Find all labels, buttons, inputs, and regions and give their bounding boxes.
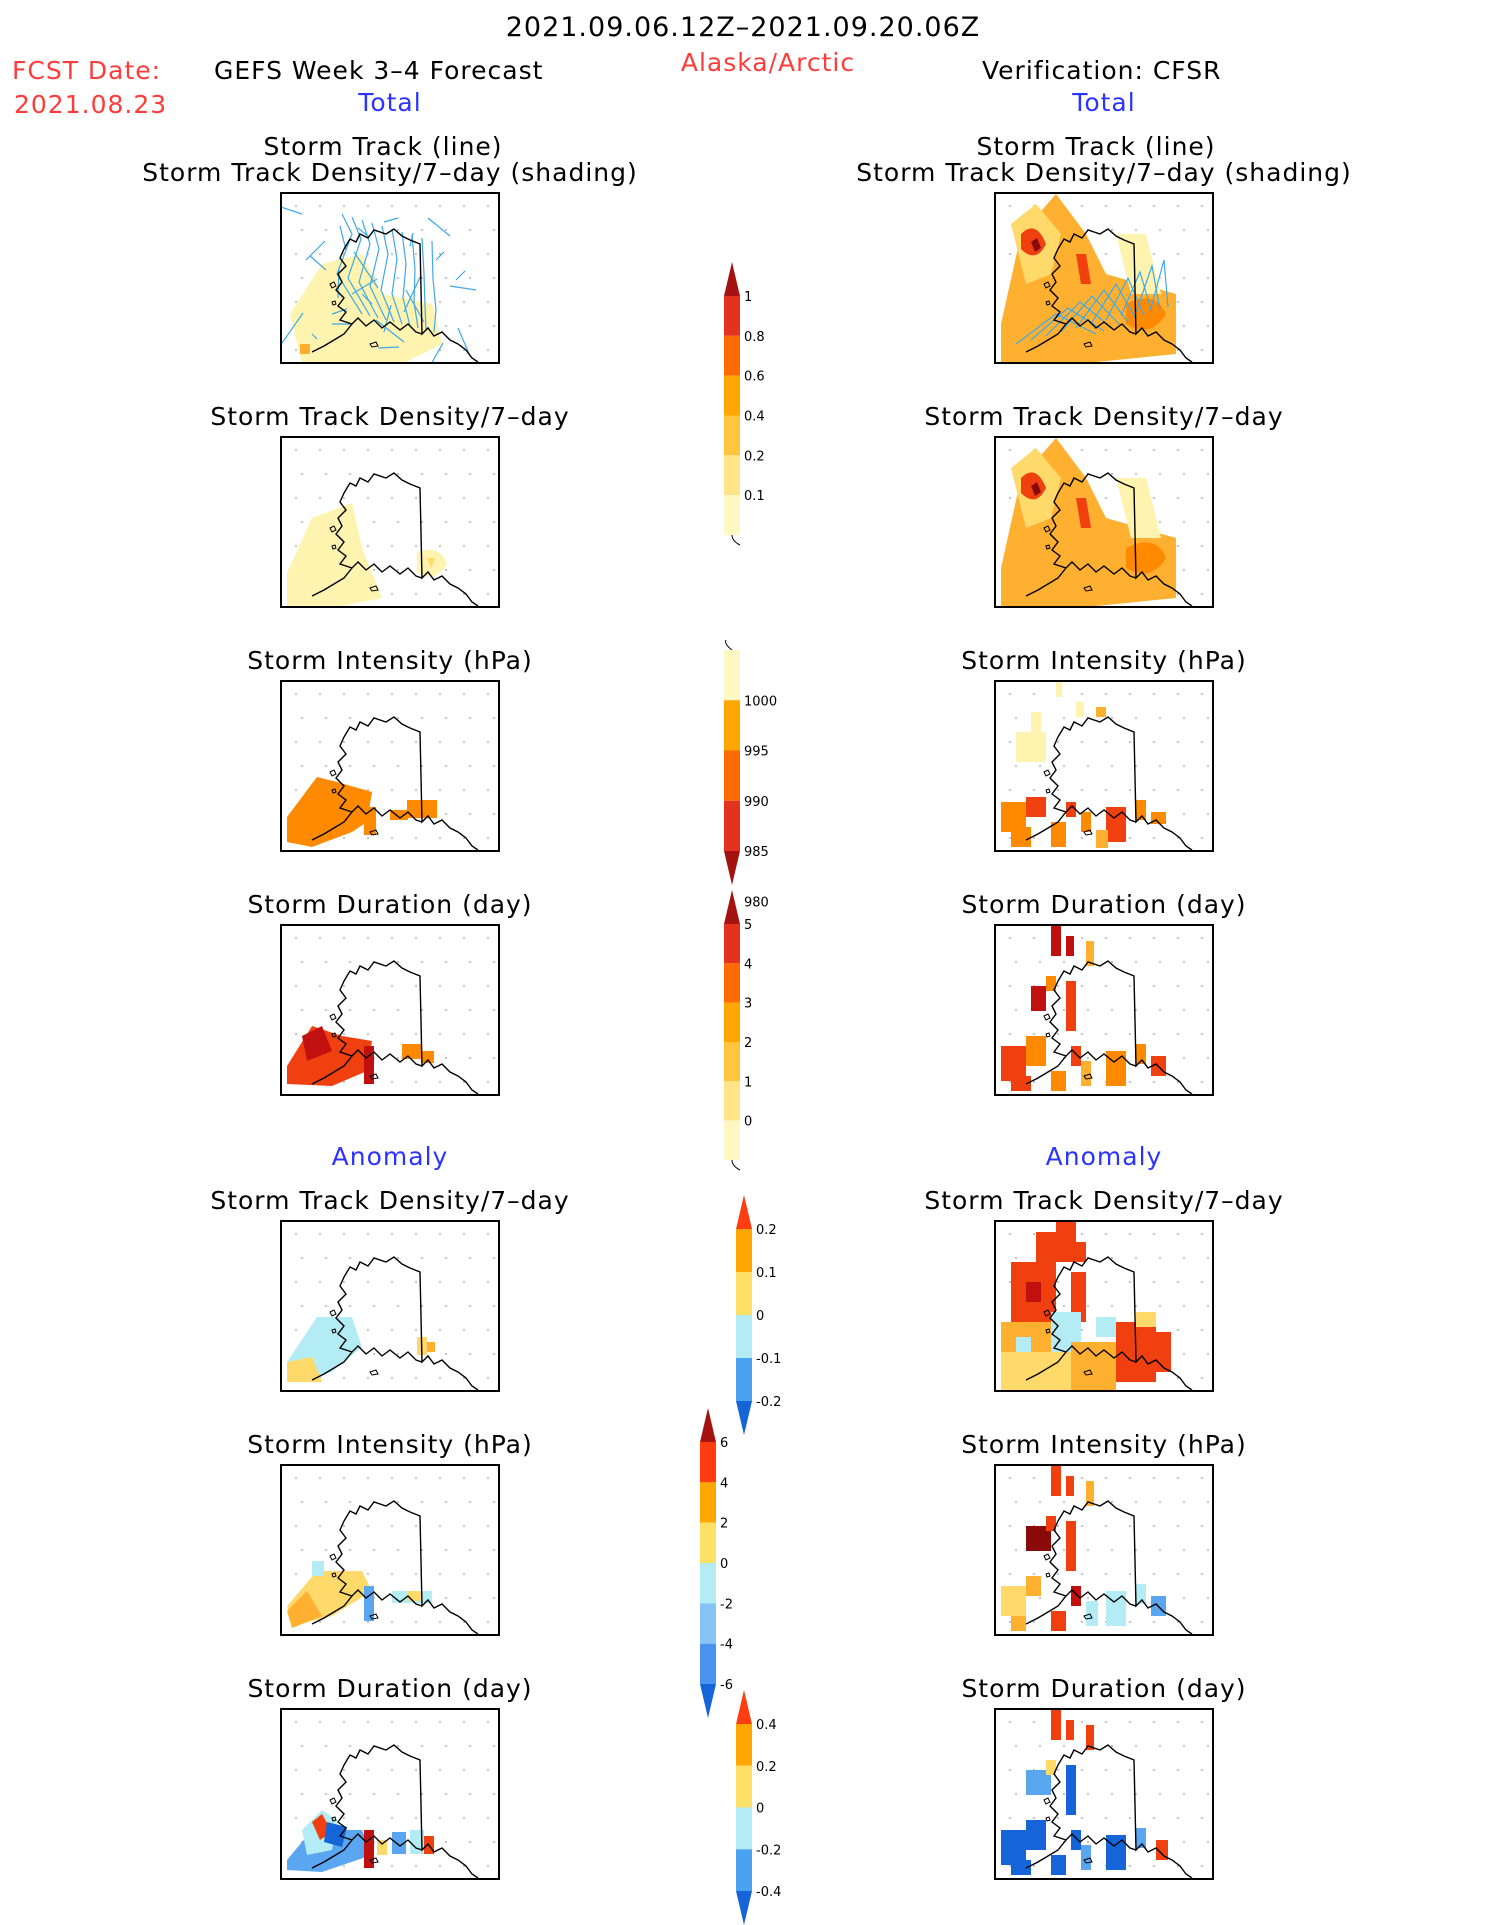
colorbar-duration-total: 5 4 3 2 1 0 (724, 890, 752, 1171)
left-anom-intensity-title: Storm Intensity (hPa) (247, 1430, 533, 1459)
map-left-anom-duration (280, 1708, 500, 1880)
left-anom-density-title: Storm Track Density/7–day (210, 1186, 570, 1215)
left-duration-title: Storm Duration (day) (247, 890, 533, 919)
colorbar-tick-label: 1000 (744, 694, 777, 709)
map-right-track (994, 192, 1214, 364)
map-right-anom-intensity-svg (1001, 1466, 1209, 1634)
map-left-anom-density (280, 1220, 500, 1392)
map-left-duration (280, 924, 500, 1096)
colorbar-tick-label: 0 (720, 1557, 728, 1572)
colorbar-tick-label: 990 (744, 795, 769, 810)
colorbar-tick-label: 0 (744, 1115, 752, 1130)
map-right-intensity-svg (1001, 682, 1209, 850)
colorbar-tick-label: 0 (756, 1802, 764, 1817)
colorbar-tick-label: 3 (744, 997, 752, 1012)
left-anom-duration-title: Storm Duration (day) (247, 1674, 533, 1703)
map-right-anom-duration-svg (1001, 1710, 1209, 1878)
map-right-anom-duration (994, 1708, 1214, 1880)
map-left-track-svg (282, 205, 495, 362)
colorbar-tick-label: 2 (720, 1517, 728, 1532)
colorbar-tick-label: 6 (720, 1436, 728, 1451)
colorbar-tick-label: 0 (756, 1309, 764, 1324)
right-track-density-title: Storm Track Density/7–day (924, 402, 1284, 431)
left-anomaly-label: Anomaly (331, 1142, 449, 1171)
colorbar-track-density-anom: 0.2 0.1 0 -0.1 -0.2 (736, 1195, 781, 1435)
map-right-density-svg (1001, 438, 1209, 606)
colorbar-tick-label: 2 (744, 1036, 752, 1051)
colorbar-tick-label: -0.4 (756, 1885, 781, 1900)
right-duration-title: Storm Duration (day) (961, 890, 1247, 919)
colorbar-tick-label: 980 (744, 895, 769, 910)
map-left-anom-intensity-svg (287, 1477, 495, 1634)
map-left-intensity (280, 680, 500, 852)
map-left-intensity-svg (287, 693, 495, 850)
colorbar-tick-label: 995 (744, 745, 769, 760)
left-intensity-title: Storm Intensity (hPa) (247, 646, 533, 675)
map-right-duration-svg (1001, 926, 1209, 1094)
period-title: 2021.09.06.12Z–2021.09.20.06Z (505, 12, 981, 43)
colorbar-duration-anom: 0.4 0.2 0 -0.2 -0.4 (736, 1690, 781, 1925)
colorbar-tick-label: 0.6 (744, 370, 765, 385)
colorbar-track-density-total: 1 0.8 0.6 0.4 0.2 0.1 (724, 262, 765, 546)
map-right-anom-intensity (994, 1464, 1214, 1636)
map-left-duration-svg (287, 937, 495, 1094)
right-intensity-title: Storm Intensity (hPa) (961, 646, 1247, 675)
colorbar-tick-label: -4 (720, 1638, 733, 1653)
map-left-anom-intensity (280, 1464, 500, 1636)
left-track-shading-title: Storm Track Density/7–day (shading) (142, 158, 638, 187)
colorbar-tick-label: -0.2 (756, 1843, 781, 1858)
colorbar-tick-label: 0.2 (744, 449, 765, 464)
colorbar-tick-label: 1 (744, 290, 752, 305)
colorbar-tick-label: 0.1 (744, 489, 765, 504)
colorbar-tick-label: -2 (720, 1597, 733, 1612)
map-right-anom-density (994, 1220, 1214, 1392)
region-title: Alaska/Arctic (680, 48, 856, 77)
map-right-intensity (994, 680, 1214, 852)
map-left-track (280, 192, 500, 364)
map-right-anom-density-svg (1001, 1222, 1209, 1390)
colorbar-tick-label: 985 (744, 845, 769, 860)
fcst-date-label: FCST Date: (12, 56, 162, 85)
left-track-line-title: Storm Track (line) (263, 132, 503, 161)
left-total-label: Total (358, 88, 422, 117)
map-left-anom-density-svg (287, 1233, 495, 1390)
colorbar-tick-label: 0.2 (756, 1223, 777, 1238)
colorbar-tick-label: 1 (744, 1075, 752, 1090)
fcst-date-value: 2021.08.23 (14, 90, 168, 119)
right-anom-duration-title: Storm Duration (day) (961, 1674, 1247, 1703)
colorbar-tick-label: 0.1 (756, 1266, 777, 1281)
forecast-title: GEFS Week 3–4 Forecast (214, 56, 544, 85)
map-right-duration (994, 924, 1214, 1096)
verification-title: Verification: CFSR (982, 56, 1222, 85)
colorbar-tick-label: -0.1 (756, 1352, 781, 1367)
map-right-track-svg (1001, 194, 1209, 362)
colorbar-intensity-anom: 6 4 2 0 -2 -4 -6 (700, 1408, 733, 1718)
map-left-density (280, 436, 500, 608)
colorbar-tick-label: 4 (720, 1476, 728, 1491)
colorbar-intensity-total: 1000 995 990 985 980 (724, 639, 777, 910)
map-left-anom-duration-svg (287, 1721, 495, 1878)
colorbar-tick-label: 5 (744, 918, 752, 933)
map-left-density-svg (287, 449, 495, 606)
colorbar-tick-label: 4 (744, 957, 752, 972)
right-track-shading-title: Storm Track Density/7–day (shading) (856, 158, 1352, 187)
colorbar-tick-label: 0.4 (756, 1718, 777, 1733)
right-anomaly-label: Anomaly (1045, 1142, 1163, 1171)
colorbar-tick-label: 0.8 (744, 330, 765, 345)
left-track-density-title: Storm Track Density/7–day (210, 402, 570, 431)
colorbar-tick-label: 0.4 (744, 410, 765, 425)
right-total-label: Total (1072, 88, 1136, 117)
right-anom-density-title: Storm Track Density/7–day (924, 1186, 1284, 1215)
colorbar-tick-label: -0.2 (756, 1395, 781, 1410)
map-right-density (994, 436, 1214, 608)
colorbar-tick-label: 0.2 (756, 1760, 777, 1775)
right-anom-intensity-title: Storm Intensity (hPa) (961, 1430, 1247, 1459)
right-track-line-title: Storm Track (line) (976, 132, 1216, 161)
colorbar-tick-label: -6 (720, 1678, 733, 1693)
